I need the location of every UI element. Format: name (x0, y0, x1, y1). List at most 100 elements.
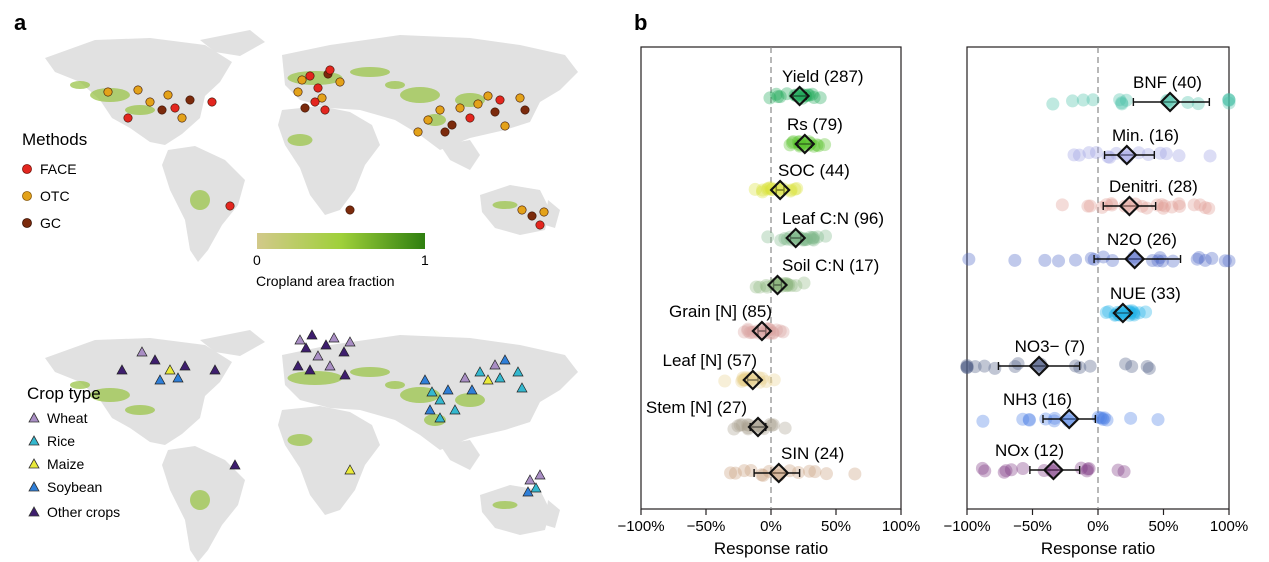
crop-site-marker (434, 412, 446, 423)
observation-point (1193, 198, 1207, 212)
study-site-marker (325, 65, 335, 75)
observation-point (1074, 461, 1088, 475)
observation-point (1101, 150, 1115, 164)
crop-site-marker (320, 339, 332, 350)
study-site-marker (185, 95, 195, 105)
observation-point (1038, 253, 1052, 267)
row-label: NO3− (7) (1015, 337, 1085, 356)
row-label: SIN (24) (781, 444, 844, 463)
observation-point (769, 87, 783, 101)
crop-legend-wheat: Wheat (28, 410, 88, 426)
observation-point (807, 90, 821, 104)
gc-marker-icon (22, 218, 32, 228)
crop-site-marker (522, 486, 534, 497)
study-site-marker (483, 91, 493, 101)
observation-point (718, 374, 732, 388)
observation-point (1055, 198, 1069, 212)
observation-point (1205, 251, 1219, 265)
observation-point (1072, 148, 1086, 162)
observation-point (1105, 254, 1119, 268)
observation-point (848, 467, 862, 481)
observation-point (761, 230, 775, 244)
observation-point (741, 322, 755, 336)
crop-legend-title: Crop type (27, 384, 101, 403)
continent-shape (480, 185, 550, 235)
observation-point (806, 232, 820, 246)
study-site-marker (317, 93, 327, 103)
observation-point (968, 360, 982, 374)
observation-point (759, 375, 773, 389)
study-site-marker (517, 205, 527, 215)
observation-point (960, 360, 974, 374)
crop-site-marker (179, 360, 191, 371)
mean-effect-diamond (768, 462, 790, 484)
crop-site-marker (474, 366, 486, 377)
observation-point (962, 252, 976, 266)
row-label: Soil C:N (17) (782, 256, 879, 275)
observation-point (1080, 464, 1094, 478)
observation-point (755, 468, 769, 482)
observation-point (1081, 462, 1095, 476)
study-site-marker (225, 201, 235, 211)
rice-triangle-icon (28, 435, 40, 446)
observation-point (784, 183, 798, 197)
cropland-patch (125, 105, 155, 115)
cropland-patch (455, 393, 485, 407)
study-site-marker (500, 121, 510, 131)
observation-point (1151, 254, 1165, 268)
observation-point (1046, 97, 1060, 111)
study-site-marker (515, 93, 525, 103)
observation-point (1155, 198, 1169, 212)
crop-legend-label: Rice (47, 433, 75, 449)
observation-point (1113, 93, 1127, 107)
row-label: Rs (79) (787, 115, 843, 134)
cropland-patch (492, 501, 518, 509)
x-tick-label: 0% (1087, 518, 1109, 535)
observation-point (1153, 146, 1167, 160)
crop-site-marker (459, 372, 471, 383)
crop-site-marker (292, 360, 304, 371)
world-map-crops (45, 329, 578, 562)
observation-point (1111, 463, 1125, 477)
observation-point (1140, 201, 1154, 215)
cropland-patch (190, 190, 210, 210)
observation-point (1098, 411, 1112, 425)
other-crops-triangle-icon (28, 506, 40, 517)
observation-point (1105, 198, 1119, 212)
observation-point (797, 276, 811, 290)
crop-site-marker (494, 372, 506, 383)
observation-point (724, 466, 738, 480)
observation-point (1095, 200, 1109, 214)
observation-point (1159, 147, 1173, 161)
continent-shape (440, 440, 480, 470)
observation-point (766, 418, 780, 432)
study-site-marker (177, 113, 187, 123)
observation-point (1173, 199, 1187, 213)
observation-point (1086, 93, 1100, 107)
continent-shape (200, 30, 265, 56)
observation-point (1008, 253, 1022, 267)
study-site-marker (495, 95, 505, 105)
observation-point (753, 280, 767, 294)
crop-legend-label: Other crops (47, 504, 120, 520)
observation-point (1052, 254, 1066, 268)
observation-point (1022, 413, 1036, 427)
observation-point (1222, 254, 1236, 268)
observation-point (789, 279, 803, 293)
observation-point (811, 230, 825, 244)
observation-point (783, 138, 797, 152)
observation-point (773, 90, 787, 104)
observation-point (773, 324, 787, 338)
observation-point (1099, 305, 1113, 319)
observation-point (808, 465, 822, 479)
crop-site-marker (172, 372, 184, 383)
mean-effect-diamond (1159, 91, 1181, 113)
observation-point (1156, 201, 1170, 215)
observation-point (978, 464, 992, 478)
observation-point (1158, 199, 1172, 213)
observation-point (1081, 199, 1095, 213)
study-site-marker (163, 90, 173, 100)
study-site-marker (465, 113, 475, 123)
row-label: Leaf C:N (96) (782, 209, 884, 228)
